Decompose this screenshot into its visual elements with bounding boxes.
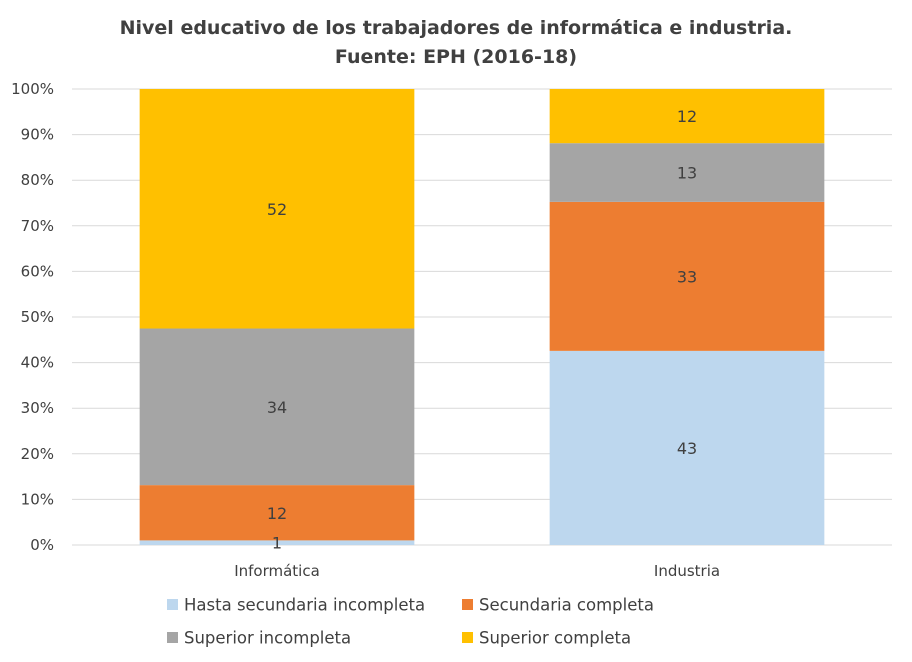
x-category-label: Industria: [654, 562, 720, 580]
legend-item: Hasta secundaria incompleta: [167, 596, 425, 615]
bar-segment: [139, 328, 415, 486]
data-label: 12: [267, 504, 287, 523]
legend-swatch: [167, 632, 178, 643]
data-label: 33: [677, 267, 697, 286]
bar-segment: [139, 89, 415, 329]
chart-title-line-1: Nivel educativo de los trabajadores de i…: [120, 17, 793, 39]
legend-swatch: [462, 632, 473, 643]
data-label: 13: [677, 164, 697, 183]
bar-segment: [139, 540, 415, 545]
data-label: 43: [677, 439, 697, 458]
data-label: 12: [677, 107, 697, 126]
data-label: 52: [267, 200, 287, 219]
y-tick-label: 40%: [21, 354, 54, 372]
bar-segment: [549, 350, 825, 545]
y-tick-label: 10%: [21, 490, 54, 508]
x-category-label: Informática: [234, 562, 320, 580]
legend-swatch: [167, 599, 178, 610]
y-tick-label: 80%: [21, 171, 54, 189]
y-tick-label: 30%: [21, 399, 54, 417]
bar-segment: [549, 143, 825, 202]
legend-item: Superior incompleta: [167, 629, 351, 648]
data-label: 34: [267, 398, 287, 417]
bar-segment: [549, 201, 825, 351]
y-tick-label: 20%: [21, 445, 54, 463]
y-tick-label: 70%: [21, 217, 54, 235]
legend-label: Secundaria completa: [479, 596, 654, 615]
y-tick-label: 90%: [21, 126, 54, 144]
y-tick-label: 50%: [21, 308, 54, 326]
y-tick-label: 100%: [11, 80, 54, 98]
y-tick-label: 60%: [21, 262, 54, 280]
legend-item: Superior completa: [462, 629, 631, 648]
legend-label: Superior completa: [479, 629, 631, 648]
data-label: 1: [272, 534, 282, 553]
legend-item: Secundaria completa: [462, 596, 654, 615]
legend-label: Hasta secundaria incompleta: [184, 596, 425, 615]
chart-title-line-2: Fuente: EPH (2016-18): [335, 46, 577, 68]
legend-swatch: [462, 599, 473, 610]
legend-label: Superior incompleta: [184, 629, 351, 648]
bar-segment: [549, 89, 825, 144]
bar-segment: [139, 485, 415, 541]
y-tick-label: 0%: [30, 536, 54, 554]
